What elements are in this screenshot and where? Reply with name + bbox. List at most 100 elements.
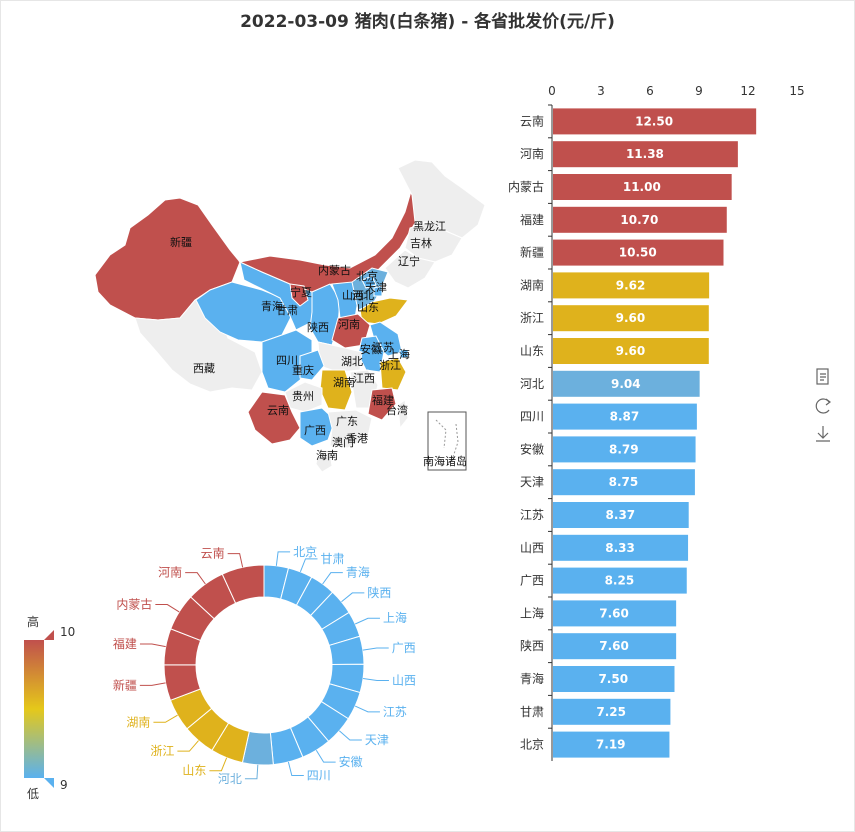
- map-label: 海南: [316, 448, 338, 462]
- restore-icon[interactable]: [815, 398, 831, 414]
- bar[interactable]: [553, 239, 724, 266]
- map-label: 北京: [356, 269, 378, 283]
- map-label: 南海诸岛: [423, 454, 467, 468]
- map-label: 新疆: [170, 235, 192, 249]
- bar[interactable]: [553, 206, 727, 233]
- map-region-yunnan[interactable]: [247, 391, 301, 445]
- bar-value-label: 8.75: [609, 475, 639, 489]
- donut-slice[interactable]: [221, 564, 265, 604]
- visual-map-high-label: 高: [27, 614, 39, 629]
- y-tick-label: 山东: [520, 344, 544, 358]
- map-region-jilin[interactable]: [404, 221, 463, 263]
- map-label: 贵州: [292, 390, 314, 403]
- donut-label-line: [153, 714, 178, 723]
- map-region-tianjin[interactable]: [373, 285, 383, 297]
- bar-value-label: 9.62: [616, 278, 646, 292]
- bar-value-label: 10.70: [620, 213, 658, 227]
- map-region-qinghai[interactable]: [195, 281, 293, 343]
- y-tick-label: 云南: [520, 113, 544, 128]
- donut-label-line: [354, 617, 380, 625]
- donut-slice-label: 广西: [392, 641, 416, 655]
- south-china-sea-islands: [435, 419, 459, 461]
- bar[interactable]: [553, 272, 710, 299]
- y-tick-label: 广西: [520, 574, 544, 588]
- map-label: 云南: [267, 404, 289, 417]
- map-label: 江苏: [372, 341, 394, 354]
- bar[interactable]: [553, 600, 677, 627]
- map-region-hainan[interactable]: [315, 451, 333, 473]
- map-label: 安徽: [360, 342, 382, 356]
- bar-value-label: 12.50: [635, 114, 673, 128]
- donut-label-line: [155, 604, 180, 613]
- map-label: 宁夏: [290, 285, 312, 299]
- donut-slice-label: 天津: [365, 733, 389, 747]
- visual-map-min-value: 9: [60, 778, 68, 792]
- bar-value-label: 7.19: [596, 738, 626, 752]
- y-tick-label: 甘肃: [520, 705, 544, 719]
- y-tick-label: 安徽: [520, 441, 544, 456]
- map-region-zhejiang[interactable]: [379, 357, 407, 391]
- map-region-beijing[interactable]: [361, 275, 377, 289]
- bar[interactable]: [553, 567, 687, 594]
- visual-map-max-handle[interactable]: [44, 630, 54, 640]
- bar[interactable]: [553, 403, 697, 430]
- donut-slice-label: 云南: [201, 546, 225, 561]
- map-region-xizang[interactable]: [134, 291, 263, 393]
- map-region-liaoning[interactable]: [384, 249, 436, 289]
- x-tick-label: 9: [695, 84, 703, 98]
- bar[interactable]: [553, 370, 700, 397]
- map-label: 广西: [304, 424, 326, 437]
- bar[interactable]: [553, 502, 689, 528]
- donut-slice-label: 安徽: [339, 754, 363, 769]
- bar[interactable]: [553, 534, 689, 561]
- bar[interactable]: [553, 469, 695, 496]
- y-tick-label: 青海: [520, 671, 544, 686]
- donut-label-line: [287, 761, 304, 777]
- map-region-heilongjiang[interactable]: [397, 159, 486, 239]
- visual-map-min-handle[interactable]: [44, 778, 54, 788]
- visual-map[interactable]: 高 10 9 低: [24, 614, 75, 801]
- map-region-guangxi[interactable]: [299, 407, 336, 447]
- donut-label-line: [363, 678, 389, 681]
- donut-slice-label: 上海: [383, 610, 407, 625]
- map-region-ningxia[interactable]: [289, 283, 309, 307]
- map-region-fujian[interactable]: [367, 387, 397, 421]
- bar[interactable]: [553, 141, 738, 168]
- map-label: 辽宁: [398, 254, 420, 268]
- bar[interactable]: [553, 731, 670, 758]
- y-tick-label: 四川: [520, 410, 544, 424]
- bar-value-label: 11.00: [623, 180, 661, 194]
- bar-value-label: 8.25: [605, 574, 635, 588]
- bar[interactable]: [553, 633, 677, 660]
- donut-slice-label: 河南: [158, 565, 182, 580]
- toolbox: [815, 368, 831, 442]
- map-region-chongqing[interactable]: [299, 349, 325, 381]
- map-label: 上海: [388, 347, 410, 361]
- save-image-icon[interactable]: [816, 426, 830, 442]
- donut-slice-label: 新疆: [113, 677, 137, 692]
- bar[interactable]: [553, 305, 709, 332]
- bar[interactable]: [553, 436, 696, 463]
- visual-map-gradient-bar[interactable]: [24, 640, 44, 778]
- map-label: 福建: [372, 393, 394, 407]
- bar[interactable]: [553, 666, 675, 692]
- map-region-taiwan[interactable]: [397, 399, 409, 430]
- bar-chart: 0 3 6 9 12 15 云南 12.50 河南 11.38 内蒙古 11.00 福建 10.70 新疆 1…: [508, 84, 805, 761]
- map-label: 吉林: [410, 236, 432, 250]
- bar-value-label: 11.38: [626, 147, 664, 161]
- x-tick-label: 15: [789, 84, 804, 98]
- data-view-icon[interactable]: [816, 368, 829, 385]
- x-tick-label: 0: [548, 84, 556, 98]
- map-label: 山西: [342, 289, 364, 302]
- bar[interactable]: [553, 174, 732, 200]
- bar[interactable]: [553, 698, 671, 725]
- bar[interactable]: [553, 108, 757, 135]
- visual-map-low-label: 低: [27, 787, 39, 801]
- bar[interactable]: [553, 338, 709, 364]
- bar-value-label: 8.33: [605, 541, 635, 555]
- map-label: 台湾: [386, 403, 408, 417]
- donut-label-line: [315, 749, 336, 763]
- map-region-guangdong[interactable]: [327, 409, 373, 449]
- map-label: 澳门: [332, 435, 354, 449]
- map-region-shanghai[interactable]: [399, 349, 409, 359]
